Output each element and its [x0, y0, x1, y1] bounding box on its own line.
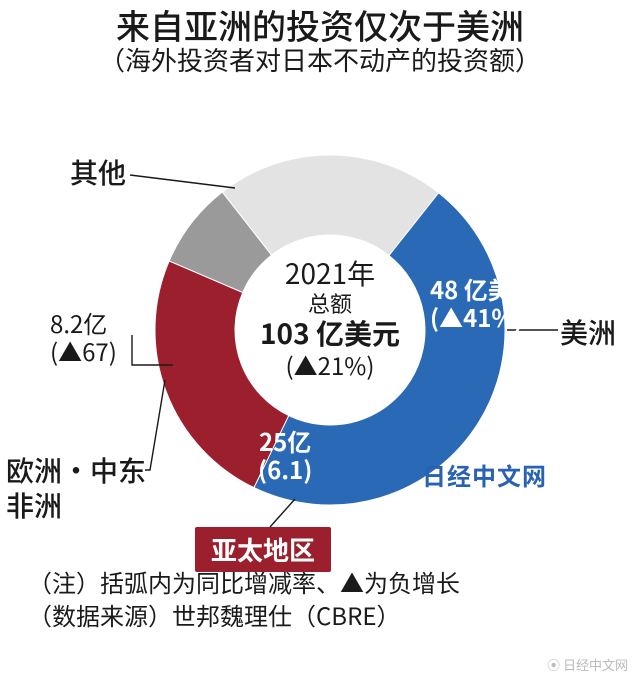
callout-asia: 亚太地区: [195, 527, 331, 572]
chart-subtitle: （海外投资者对日本不动产的投资额）: [0, 46, 640, 75]
donut-chart: 2021年 总额 103 亿美元 (▲21%) 美洲 其他 欧洲・中东 非洲 4…: [0, 75, 640, 565]
label-emea: 欧洲・中东 非洲: [6, 453, 146, 523]
footnote-2: （数据来源）世邦魏理仕（CBRE）: [0, 598, 640, 632]
chart-title: 来自亚洲的投资仅次于美洲: [0, 0, 640, 42]
data-asia: 25亿 (6.1): [258, 427, 312, 485]
label-other: 其他: [70, 155, 126, 190]
watermark: 日经中文网: [422, 457, 547, 492]
data-americas: 48 亿美元 (▲41%): [430, 275, 536, 333]
label-americas: 美洲: [560, 315, 616, 350]
data-emea: 8.2亿 (▲67): [50, 309, 117, 367]
weibo-mark: ⦿ 日经中文网: [547, 655, 628, 674]
